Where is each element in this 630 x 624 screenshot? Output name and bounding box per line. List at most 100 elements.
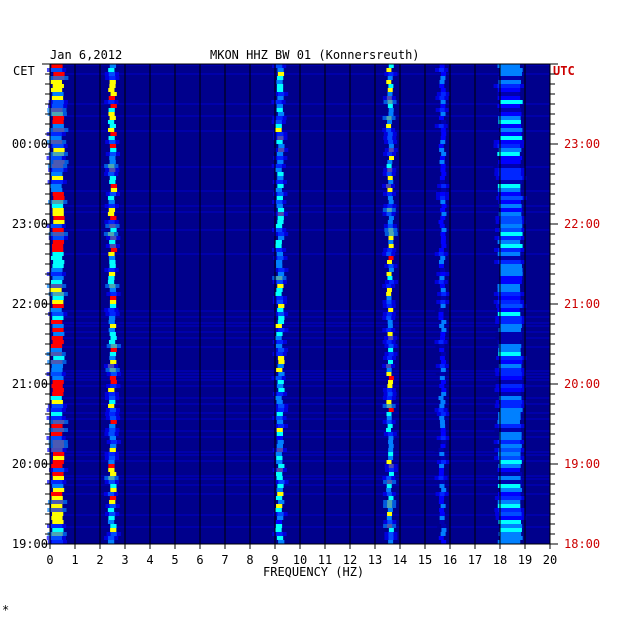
spectral-line-cell	[50, 184, 62, 188]
spectral-line-cell	[441, 320, 447, 324]
spectral-line-cell	[440, 104, 446, 108]
spectral-line-halo	[382, 356, 396, 360]
x-tick-label: 14	[393, 553, 407, 567]
spectral-line-cell	[52, 324, 64, 328]
spectral-line-cell	[497, 308, 520, 312]
spectral-line-halo	[273, 512, 288, 516]
spectral-line-halo	[435, 192, 449, 196]
spectral-line-cell	[498, 532, 522, 536]
spectral-line-cell	[497, 288, 521, 292]
left-axis-label: CET	[13, 64, 35, 78]
spectral-line-halo	[382, 364, 396, 368]
spectral-line-cell	[497, 104, 520, 108]
spectral-line-cell	[388, 376, 394, 380]
spectral-line-halo	[46, 132, 66, 136]
spectral-line-halo	[105, 168, 120, 172]
spectral-line-halo	[383, 136, 397, 140]
left-tick-label: 22:00	[12, 297, 48, 311]
spectral-line-cell	[438, 116, 444, 120]
x-tick-label: 16	[443, 553, 457, 567]
spectral-line-halo	[382, 128, 396, 132]
spectral-line-halo	[383, 520, 397, 524]
spectral-line-cell	[386, 124, 392, 128]
spectral-line-cell	[108, 208, 116, 212]
spectral-line-halo	[382, 404, 396, 408]
spectral-line-halo	[46, 352, 66, 356]
spectral-line-cell	[108, 388, 115, 392]
spectral-line-halo	[495, 332, 526, 336]
spectral-line-halo	[48, 100, 68, 104]
spectral-line-cell	[52, 456, 65, 460]
spectral-line-cell	[498, 348, 521, 352]
spectral-line-cell	[438, 500, 444, 504]
spectral-line-cell	[109, 80, 116, 84]
spectral-line-cell	[53, 356, 65, 360]
spectral-line-halo	[495, 512, 526, 516]
spectral-line-cell	[386, 368, 392, 372]
spectral-line-cell	[277, 272, 285, 276]
spectral-line-cell	[278, 540, 285, 544]
spectral-line-cell	[110, 228, 117, 232]
spectral-line-cell	[277, 76, 284, 80]
spectral-line-halo	[494, 256, 525, 260]
spectral-line-halo	[273, 424, 289, 428]
spectral-line-halo	[382, 492, 396, 496]
spectral-line-cell	[52, 300, 64, 304]
spectral-line-cell	[499, 264, 522, 268]
spectral-line-halo	[48, 152, 68, 156]
spectral-line-cell	[275, 128, 282, 132]
left-tick-label: 20:00	[12, 457, 48, 471]
right-tick-label: 22:00	[564, 217, 600, 231]
x-tick-label: 9	[271, 553, 278, 567]
spectral-line-cell	[440, 256, 446, 260]
spectral-line-cell	[109, 288, 117, 292]
spectral-line-cell	[440, 128, 446, 132]
spectral-line-cell	[276, 536, 284, 540]
spectral-line-halo	[437, 120, 451, 124]
spectral-line-cell	[440, 140, 446, 144]
spectral-line-halo	[271, 228, 287, 232]
spectral-line-cell	[439, 176, 445, 180]
spectral-line-halo	[382, 340, 396, 344]
spectral-line-halo	[383, 224, 397, 228]
spectral-line-cell	[439, 416, 445, 420]
spectral-line-halo	[47, 360, 67, 364]
spectral-line-halo	[384, 280, 398, 284]
spectral-line-halo	[495, 180, 527, 184]
spectral-line-cell	[52, 92, 64, 96]
spectral-line-cell	[441, 72, 447, 76]
spectral-line-cell	[50, 256, 63, 260]
spectral-line-cell	[277, 184, 284, 188]
spectral-line-halo	[272, 392, 288, 396]
spectral-line-halo	[273, 192, 288, 196]
spectral-line-cell	[387, 276, 393, 280]
spectral-line-halo	[435, 344, 449, 348]
spectral-line-cell	[276, 504, 283, 508]
spectral-line-halo	[48, 144, 68, 148]
spectral-line-halo	[434, 280, 448, 284]
spectral-line-cell	[498, 148, 522, 152]
spectral-line-cell	[52, 192, 64, 196]
spectral-line-cell	[386, 428, 392, 432]
spectral-line-cell	[110, 528, 117, 532]
spectral-line-halo	[105, 512, 120, 516]
spectral-line-cell	[388, 436, 394, 440]
spectral-line-cell	[51, 64, 63, 68]
spectral-line-cell	[51, 320, 63, 324]
spectral-line-halo	[273, 136, 288, 140]
spectral-line-cell	[278, 388, 285, 392]
spectral-line-cell	[277, 236, 285, 240]
spectral-line-cell	[109, 176, 117, 180]
spectral-line-halo	[48, 428, 69, 432]
spectral-line-cell	[497, 96, 521, 100]
spectral-line-cell	[109, 264, 116, 268]
spectral-line-cell	[110, 380, 117, 384]
spectral-line-halo	[382, 212, 396, 216]
spectral-line-cell	[439, 404, 445, 408]
spectral-line-cell	[107, 196, 115, 200]
spectral-line-cell	[388, 380, 394, 384]
spectral-line-cell	[50, 348, 63, 352]
x-tick-label: 2	[96, 553, 103, 567]
spectral-line-halo	[272, 340, 287, 344]
spectral-line-cell	[439, 64, 445, 68]
